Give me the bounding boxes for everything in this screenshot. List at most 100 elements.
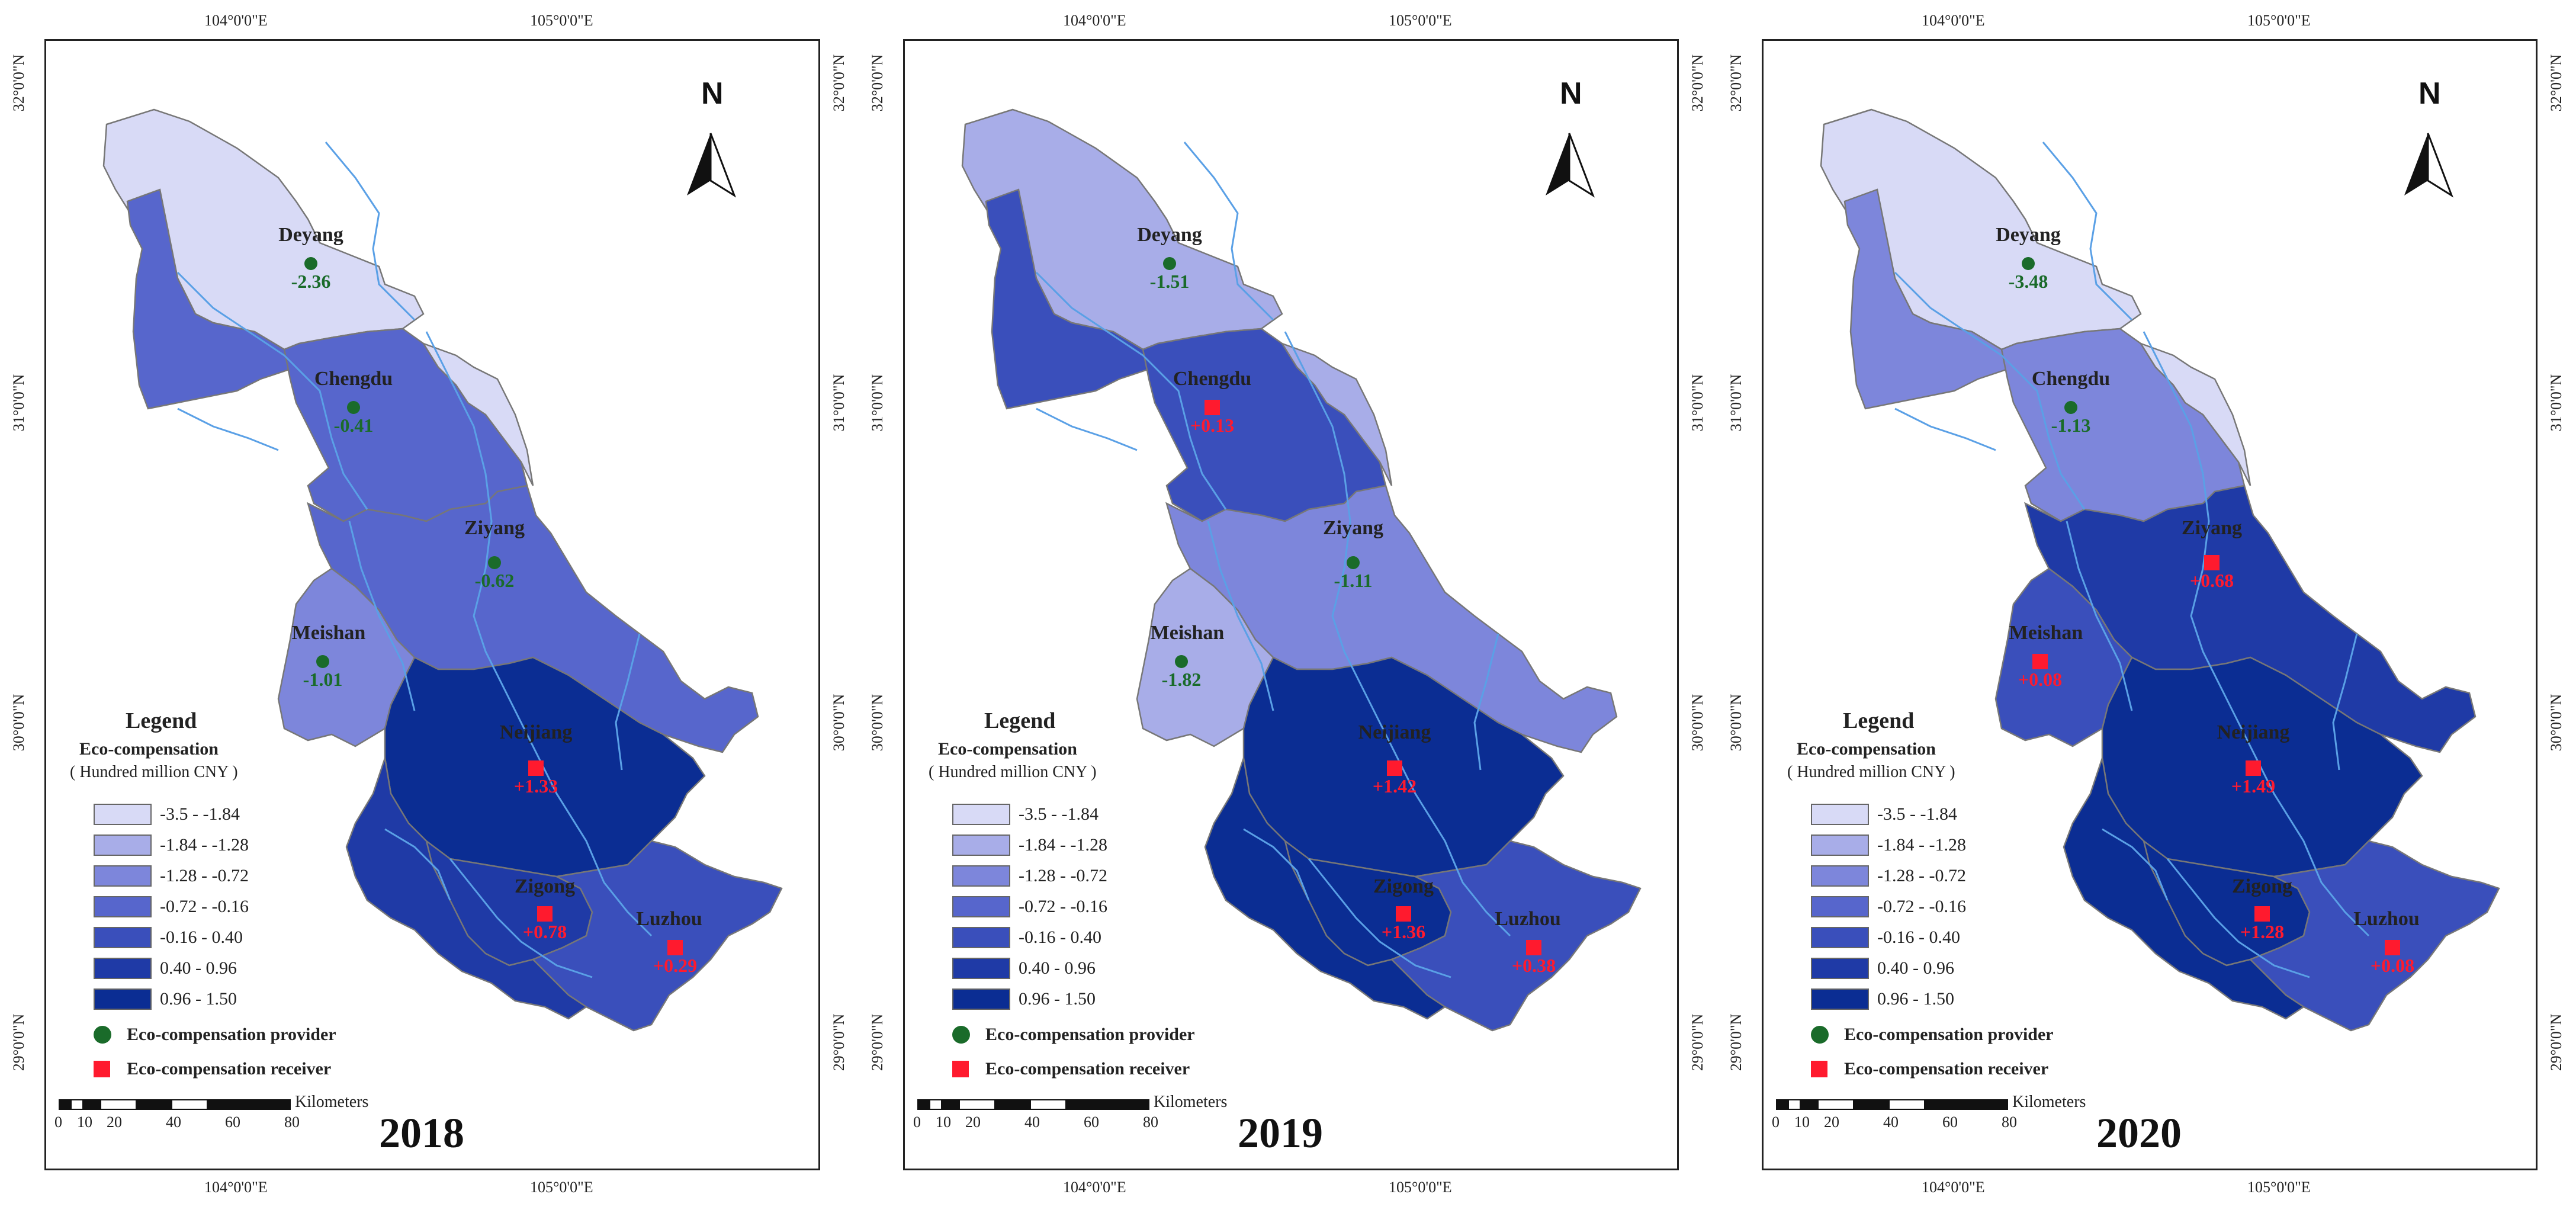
north-label: N bbox=[1560, 76, 1582, 111]
legend-swatch bbox=[952, 927, 1010, 948]
scale-unit: Kilometers bbox=[295, 1093, 369, 1111]
scale-tick-3: 40 bbox=[1883, 1113, 1899, 1131]
river-5 bbox=[2166, 858, 2310, 978]
scale-bar-segment bbox=[1924, 1099, 2008, 1110]
scale-tick-2: 20 bbox=[1824, 1113, 1839, 1131]
city-value-luzhou: +0.29 bbox=[653, 955, 698, 976]
legend-provider: Eco-compensation provider bbox=[94, 1025, 336, 1045]
scale-bar-segment bbox=[207, 1099, 291, 1110]
city-label-meishan: Meishan bbox=[2009, 622, 2083, 644]
scale-tick-3: 40 bbox=[1024, 1113, 1040, 1131]
legend-class-1: -1.84 - -1.28 bbox=[94, 834, 249, 856]
legend-receiver: Eco-compensation receiver bbox=[94, 1059, 331, 1079]
legend-receiver: Eco-compensation receiver bbox=[952, 1059, 1190, 1079]
coord-top-0: 104°0'0"E bbox=[204, 12, 268, 29]
city-value-meishan: -1.01 bbox=[303, 669, 343, 690]
river-6 bbox=[1473, 633, 1499, 771]
legend-provider-label: Eco-compensation provider bbox=[127, 1025, 336, 1044]
legend-title: Legend bbox=[126, 708, 197, 733]
legend-class-label: 0.96 - 1.50 bbox=[1877, 989, 1954, 1009]
legend-class-4: -0.16 - 0.40 bbox=[952, 926, 1101, 949]
region-luzhou bbox=[531, 840, 783, 1032]
coord-lat-right-2: 30°0'0"N bbox=[1689, 694, 1706, 752]
city-value-neijiang: +1.42 bbox=[1372, 775, 1417, 797]
legend-swatch bbox=[94, 835, 152, 856]
legend-class-6: 0.96 - 1.50 bbox=[1811, 988, 1954, 1010]
river-6 bbox=[2332, 633, 2358, 771]
river-0 bbox=[2042, 142, 2133, 321]
map-frame bbox=[44, 39, 820, 1170]
coord-lat-left-3: 29°0'0"N bbox=[869, 1013, 886, 1071]
marker-neijiang bbox=[1387, 760, 1402, 776]
legend-class-label: -0.72 - -0.16 bbox=[1019, 897, 1107, 916]
scale-tick-1: 10 bbox=[77, 1113, 92, 1131]
legend-class-0: -3.5 - -1.84 bbox=[1811, 803, 1957, 826]
provider-dot-icon bbox=[94, 1026, 111, 1044]
coord-bottom-1: 105°0'0"E bbox=[2247, 1179, 2311, 1196]
city-value-meishan: -1.82 bbox=[1161, 669, 1202, 690]
legend-class-label: 0.96 - 1.50 bbox=[160, 989, 237, 1009]
legend-class-6: 0.96 - 1.50 bbox=[952, 988, 1096, 1010]
legend-class-1: -1.84 - -1.28 bbox=[952, 834, 1107, 856]
legend-provider-label: Eco-compensation provider bbox=[985, 1025, 1195, 1044]
coord-bottom-0: 104°0'0"E bbox=[1922, 1179, 1985, 1196]
map-panel-2019: 104°0'0"E 105°0'0"E 104°0'0"E 105°0'0"E 32°0… bbox=[859, 0, 1717, 1210]
region-meishan bbox=[1994, 567, 2133, 747]
city-value-ziyang: +0.68 bbox=[2189, 570, 2234, 591]
scale-tick-3: 40 bbox=[166, 1113, 181, 1131]
river-7 bbox=[384, 828, 451, 901]
river-5 bbox=[449, 858, 593, 978]
legend-class-5: 0.40 - 0.96 bbox=[1811, 957, 1954, 980]
river-2 bbox=[1284, 331, 1511, 937]
north-arrow-icon bbox=[2404, 133, 2428, 195]
city-label-deyang: Deyang bbox=[1996, 224, 2061, 246]
city-value-zigong: +0.78 bbox=[522, 921, 567, 942]
river-1 bbox=[1035, 271, 1227, 510]
legend-class-label: -0.16 - 0.40 bbox=[1019, 927, 1101, 947]
map-year: 2020 bbox=[2096, 1109, 2182, 1157]
north-label: N bbox=[2418, 76, 2441, 111]
legend-class-label: -3.5 - -1.84 bbox=[1019, 804, 1099, 824]
city-label-ziyang: Ziyang bbox=[2181, 517, 2243, 539]
city-value-ziyang: -1.11 bbox=[1334, 570, 1373, 591]
river-5 bbox=[1308, 858, 1451, 978]
legend-swatch bbox=[94, 988, 152, 1010]
legend-class-label: -0.16 - 0.40 bbox=[160, 927, 243, 947]
scale-tick-4: 60 bbox=[1942, 1113, 1958, 1131]
coord-lat-right-1: 31°0'0"N bbox=[830, 374, 847, 432]
marker-zigong bbox=[537, 906, 553, 922]
scale-bar-segment bbox=[1065, 1099, 1149, 1110]
city-label-neijiang: Neijiang bbox=[499, 721, 573, 743]
river-1 bbox=[176, 271, 368, 510]
legend-class-1: -1.84 - -1.28 bbox=[1811, 834, 1966, 856]
coord-lat-left-2: 30°0'0"N bbox=[1727, 694, 1745, 752]
legend-class-0: -3.5 - -1.84 bbox=[952, 803, 1099, 826]
legend-subtitle: Eco-compensation bbox=[79, 739, 219, 759]
receiver-square-icon bbox=[94, 1061, 110, 1077]
marker-deyang bbox=[304, 257, 317, 270]
provider-dot-icon bbox=[1811, 1026, 1829, 1044]
scale-tick-0: 0 bbox=[54, 1113, 62, 1131]
coord-bottom-0: 104°0'0"E bbox=[204, 1179, 268, 1196]
city-label-luzhou: Luzhou bbox=[1495, 908, 1561, 930]
region-meishan bbox=[277, 567, 416, 747]
legend-class-5: 0.40 - 0.96 bbox=[952, 957, 1096, 980]
city-value-neijiang: +1.49 bbox=[2231, 775, 2276, 797]
legend-swatch bbox=[1811, 804, 1869, 825]
legend-unit: ( Hundred million CNY ) bbox=[929, 763, 1097, 781]
legend-class-label: -1.28 - -0.72 bbox=[1877, 866, 1966, 885]
coord-lat-right-3: 29°0'0"N bbox=[1689, 1013, 1706, 1071]
river-4 bbox=[1894, 407, 1996, 451]
coord-bottom-1: 105°0'0"E bbox=[1389, 1179, 1452, 1196]
legend-swatch bbox=[94, 896, 152, 917]
coord-lat-right-2: 30°0'0"N bbox=[2548, 694, 2565, 752]
marker-luzhou bbox=[2385, 940, 2400, 955]
legend-class-2: -1.28 - -0.72 bbox=[1811, 865, 1966, 887]
coord-lat-left-0: 32°0'0"N bbox=[1727, 54, 1745, 112]
legend-swatch bbox=[952, 988, 1010, 1010]
marker-meishan bbox=[2032, 654, 2048, 669]
legend-swatch bbox=[952, 804, 1010, 825]
marker-chengdu bbox=[347, 401, 360, 414]
coord-bottom-0: 104°0'0"E bbox=[1063, 1179, 1126, 1196]
city-value-meishan: +0.08 bbox=[2018, 669, 2063, 690]
